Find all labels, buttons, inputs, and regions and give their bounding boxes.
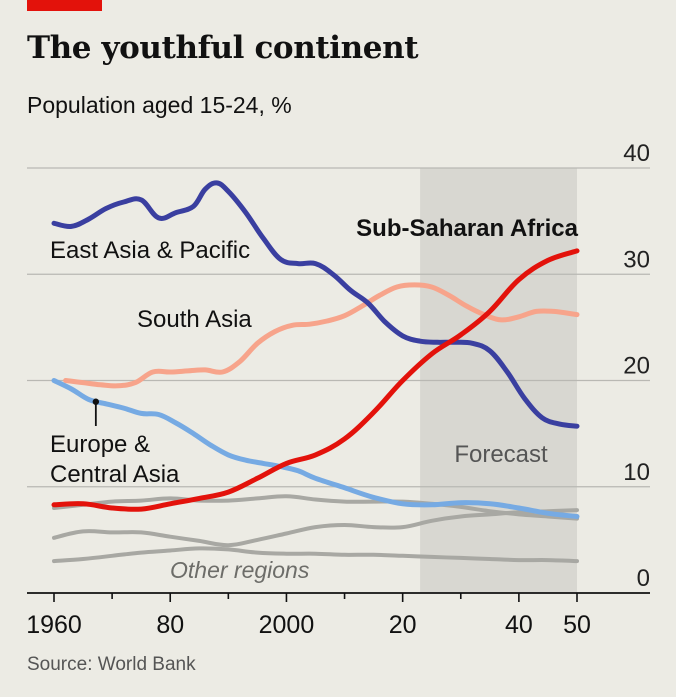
y-tick-label-10: 10: [623, 459, 650, 486]
series-lines: [51, 180, 580, 564]
label-europe-central-asia: Europe & Central Asia: [50, 431, 180, 488]
series-line-east-asia-pacific-1: [51, 180, 580, 429]
source-note: Source: World Bank: [27, 654, 196, 675]
leader-dot-europe: [92, 398, 100, 405]
label-south-asia: South Asia: [137, 306, 252, 333]
label-other-regions: Other regions: [170, 557, 310, 583]
x-tick-label-2040: 40: [505, 611, 533, 639]
x-tick-label-2050: 50: [563, 611, 591, 639]
series-line-other-regions-5: [52, 508, 579, 548]
y-tick-label-30: 30: [623, 246, 650, 273]
chart-title: The youthful continent: [27, 30, 419, 66]
y-tick-label-20: 20: [623, 353, 650, 380]
label-east-asia-pacific: East Asia & Pacific: [50, 237, 250, 264]
x-tick-label-1960: 1960: [26, 611, 82, 639]
series-line-europe-central-asia-3: [51, 378, 580, 519]
label-forecast: Forecast: [454, 441, 548, 468]
y-axis-labels: 0 10 20 30 40: [623, 140, 650, 592]
chart-subtitle: Population aged 15-24, %: [27, 92, 292, 118]
brand-bar: [27, 0, 102, 11]
series-line-other-regions-6: [52, 546, 579, 564]
x-tick-label-1980: 80: [156, 611, 184, 639]
y-tick-label-40: 40: [623, 140, 650, 167]
label-sub-saharan-africa: Sub-Saharan Africa: [356, 215, 578, 242]
x-tick-label-2000: 2000: [259, 611, 315, 639]
series-line-sub-saharan-africa-0: [51, 248, 580, 512]
x-tick-label-2020: 20: [389, 611, 417, 639]
series-line-other-regions-4: [52, 494, 579, 521]
series-labels: Sub-Saharan Africa East Asia & Pacific Sou…: [50, 215, 579, 583]
x-axis: 1960 80 2000 20 40 50: [26, 592, 650, 639]
y-tick-label-0: 0: [637, 565, 650, 592]
